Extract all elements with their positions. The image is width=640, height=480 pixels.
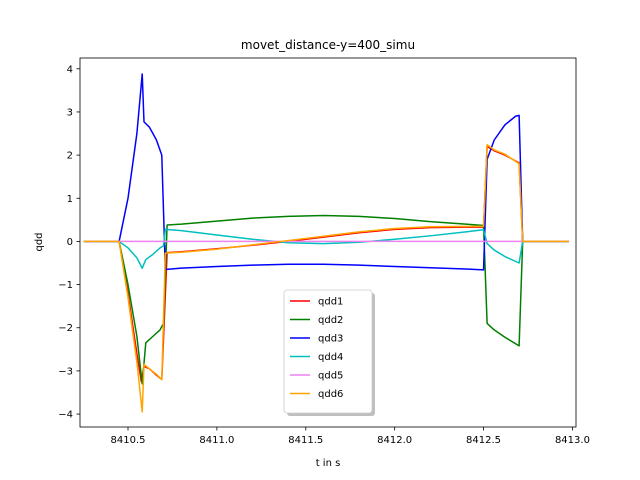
y-tick-label: −3	[58, 366, 73, 377]
legend-box	[283, 289, 373, 414]
y-tick-label: 2	[67, 151, 73, 162]
y-axis-label: qdd	[34, 232, 45, 251]
x-tick-label: 8413.0	[555, 435, 590, 446]
x-tick-label: 8411.0	[199, 435, 234, 446]
axes-frame	[79, 57, 577, 428]
x-tick-label: 8412.5	[466, 435, 501, 446]
x-tick-label: 8412.0	[377, 435, 412, 446]
x-tick-label: 8410.5	[111, 435, 146, 446]
legend-label-qdd3: qdd3	[318, 334, 343, 345]
plot-area	[83, 73, 569, 413]
y-axis: −4 −3 −2 −1 0 1 2 3 4	[58, 64, 80, 421]
legend-label-qdd4: qdd4	[318, 352, 343, 363]
y-tick-label: 4	[67, 64, 73, 75]
y-tick-label: 1	[67, 194, 73, 205]
y-tick-label: −2	[58, 323, 73, 334]
y-tick-label: 3	[67, 107, 73, 118]
legend-label-qdd1: qdd1	[318, 297, 343, 308]
legend-label-qdd6: qdd6	[318, 389, 343, 400]
legend: qdd1 qdd2 qdd3 qdd4 qdd5 qdd6	[283, 289, 375, 416]
x-axis: 8410.5 8411.0 8411.5 8412.0 8412.5 8413.0	[111, 427, 590, 446]
y-tick-label: −4	[58, 410, 73, 421]
series-line-qdd6	[83, 144, 569, 413]
legend-label-qdd5: qdd5	[318, 371, 343, 382]
chart-title: movet_distance-y=400_simu	[241, 38, 415, 52]
y-tick-label: −1	[58, 280, 73, 291]
series-line-qdd3	[83, 73, 569, 271]
y-tick-label: 0	[67, 237, 73, 248]
x-tick-label: 8411.5	[288, 435, 323, 446]
legend-label-qdd2: qdd2	[318, 315, 343, 326]
x-axis-label: t in s	[316, 458, 341, 469]
